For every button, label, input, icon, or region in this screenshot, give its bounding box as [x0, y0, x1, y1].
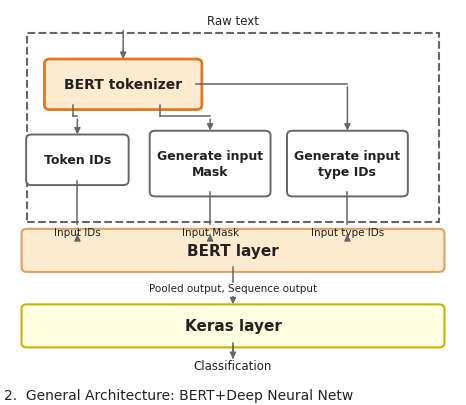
FancyBboxPatch shape	[21, 305, 445, 347]
Text: Generate input
Mask: Generate input Mask	[157, 150, 263, 179]
Text: Input Mask: Input Mask	[182, 227, 239, 237]
Text: 2.  General Architecture: BERT+Deep Neural Netw: 2. General Architecture: BERT+Deep Neura…	[4, 388, 353, 402]
Text: BERT layer: BERT layer	[187, 243, 279, 258]
Bar	[27, 34, 439, 222]
Text: Raw text: Raw text	[207, 15, 259, 28]
FancyBboxPatch shape	[287, 131, 408, 197]
Text: Input IDs: Input IDs	[54, 227, 101, 237]
Text: Pooled output, Sequence output: Pooled output, Sequence output	[149, 284, 317, 293]
Text: BERT tokenizer: BERT tokenizer	[64, 78, 182, 92]
Text: Input type IDs: Input type IDs	[311, 227, 384, 237]
FancyBboxPatch shape	[150, 131, 271, 197]
Text: Generate input
type IDs: Generate input type IDs	[295, 150, 400, 179]
Text: Token IDs: Token IDs	[44, 154, 111, 167]
Text: Classification: Classification	[194, 359, 272, 372]
FancyBboxPatch shape	[26, 135, 129, 185]
FancyBboxPatch shape	[44, 60, 202, 110]
Text: Keras layer: Keras layer	[185, 319, 281, 334]
FancyBboxPatch shape	[21, 229, 445, 272]
